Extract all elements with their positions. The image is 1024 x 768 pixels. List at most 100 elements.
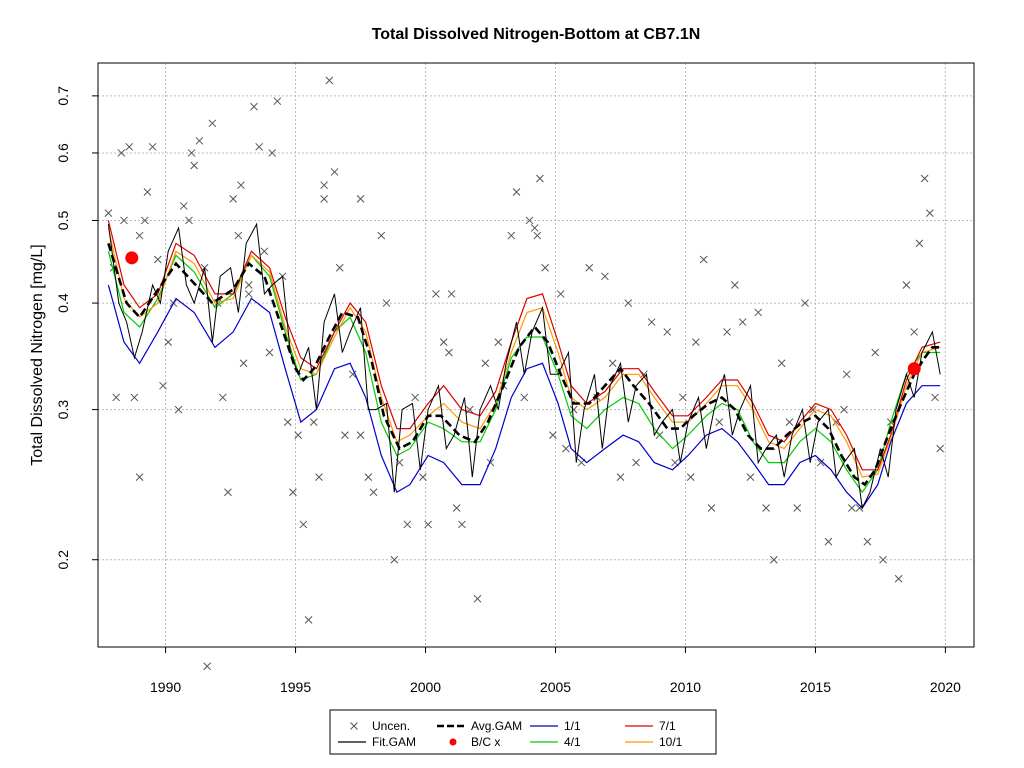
x-tick-label: 2000	[410, 679, 441, 695]
observation-point	[330, 168, 339, 176]
bc-point	[125, 251, 139, 265]
observation-point	[686, 473, 695, 481]
observation-point	[715, 418, 724, 427]
observation-point	[283, 418, 292, 427]
observation-point	[473, 594, 482, 603]
observation-point	[390, 555, 399, 564]
observation-point	[936, 444, 945, 453]
observation-point	[135, 231, 144, 240]
observation-point	[250, 102, 258, 111]
bc-points	[125, 251, 921, 376]
observation-point	[432, 290, 440, 298]
observation-point	[915, 239, 924, 248]
observation-point	[910, 328, 919, 336]
observation-point	[255, 142, 264, 151]
observation-point	[411, 393, 419, 402]
observation-point	[692, 338, 700, 346]
observation-point	[816, 458, 825, 467]
series-line-4-1	[107, 251, 941, 494]
observation-point	[647, 318, 656, 326]
observation-point	[447, 290, 456, 298]
observation-point	[863, 537, 872, 546]
observation-point	[356, 431, 365, 439]
legend-label: Avg.GAM	[471, 719, 522, 733]
observation-point	[299, 520, 308, 529]
observation-point	[507, 231, 516, 240]
y-tick-label: 0.3	[55, 400, 71, 420]
legend-label: 1/1	[564, 719, 581, 733]
observation-point	[512, 188, 521, 196]
observation-point	[879, 555, 887, 564]
observation-point	[130, 393, 139, 402]
x-axis: 1990 1995 2000 2005 2010 2015 2020	[150, 646, 961, 695]
observation-point	[244, 281, 253, 289]
observation-point	[143, 188, 152, 196]
y-tick-label: 0.4	[55, 293, 71, 313]
observation-point	[159, 381, 167, 390]
x-tick-label: 1995	[280, 679, 311, 695]
model-series	[107, 220, 943, 510]
observation-point	[920, 174, 929, 183]
observation-point	[520, 393, 529, 402]
observation-point	[112, 393, 121, 402]
observation-point	[452, 504, 461, 512]
observation-point	[341, 431, 349, 439]
observation-point	[179, 202, 188, 210]
observation-point	[746, 473, 755, 481]
observation-point	[190, 161, 199, 170]
observation-point	[556, 290, 565, 298]
observation-point	[793, 504, 802, 512]
observation-point	[445, 348, 453, 357]
observation-point	[260, 247, 269, 256]
observation-point	[525, 216, 534, 225]
observation-point	[847, 504, 856, 512]
observation-point	[536, 174, 544, 183]
x-tick-label: 2005	[540, 679, 571, 695]
observation-point	[187, 149, 196, 157]
observation-point	[403, 520, 412, 529]
observation-point	[304, 616, 313, 624]
observation-point	[369, 488, 378, 497]
observation-point	[294, 431, 303, 439]
observation-point	[533, 231, 542, 240]
observation-point	[624, 299, 633, 307]
observation-point	[320, 181, 329, 190]
observation-point	[481, 359, 490, 368]
observation-point	[125, 142, 134, 151]
observation-point	[208, 119, 217, 128]
legend-box	[329, 709, 717, 755]
observation-point	[840, 405, 848, 414]
observation-point	[120, 216, 128, 225]
observation-point	[871, 348, 880, 357]
observation-point	[315, 473, 323, 481]
observation-point	[494, 338, 503, 346]
observation-point	[699, 255, 708, 264]
observation-point	[894, 574, 903, 583]
y-axis: 0.2 0.3 0.4 0.5 0.6 0.7	[55, 86, 99, 569]
observation-point	[117, 149, 126, 157]
observation-point	[842, 370, 851, 379]
observation-point	[608, 359, 617, 368]
observation-point	[364, 473, 373, 481]
observation-point	[153, 255, 162, 264]
observation-point	[348, 370, 357, 379]
observation-point	[320, 195, 329, 203]
observation-point	[229, 195, 238, 203]
observation-point	[769, 555, 778, 564]
legend-symbol-x	[350, 722, 358, 730]
observation-point	[458, 520, 466, 529]
observation-point	[616, 473, 625, 481]
observation-point	[824, 537, 833, 546]
observation-point	[601, 272, 609, 281]
y-tick-label: 0.5	[55, 211, 71, 231]
observation-point	[777, 359, 786, 368]
observation-point	[382, 299, 391, 307]
observation-point	[213, 299, 222, 307]
observation-point	[419, 473, 427, 481]
observation-point	[195, 136, 204, 145]
x-tick-label: 2015	[800, 679, 831, 695]
legend-label: 10/1	[659, 735, 683, 749]
observation-point	[632, 458, 640, 467]
observation-point	[738, 318, 747, 326]
